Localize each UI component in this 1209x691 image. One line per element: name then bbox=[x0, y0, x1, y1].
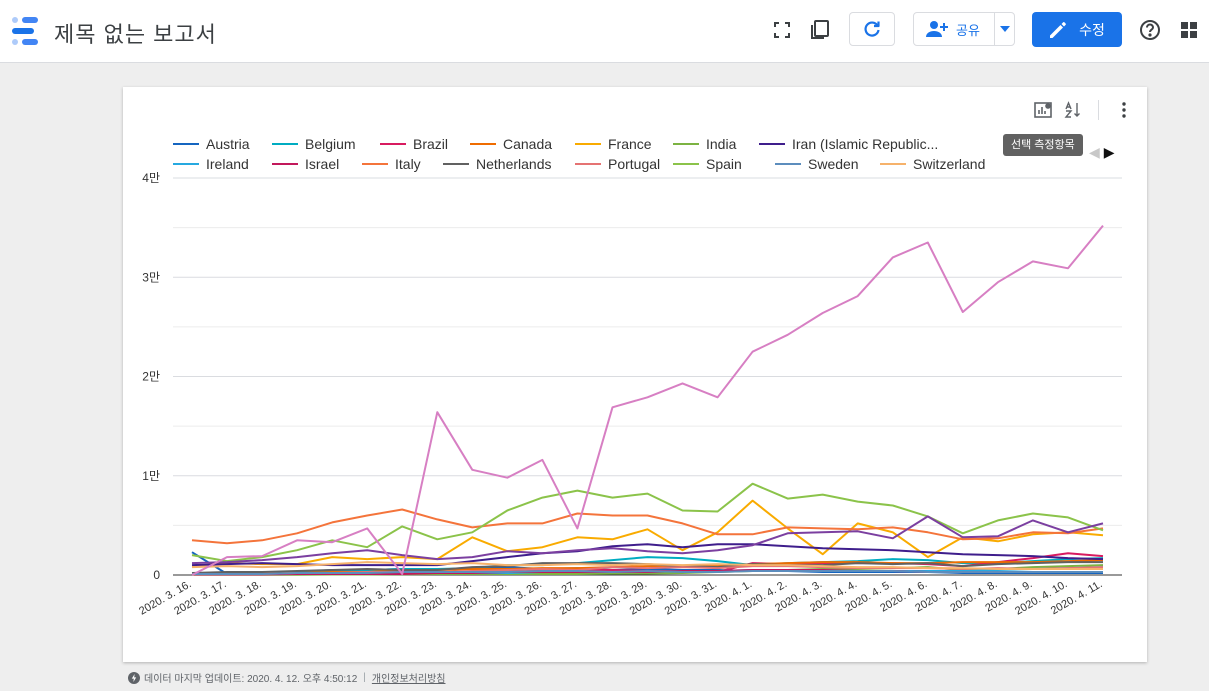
refresh-button[interactable] bbox=[849, 12, 895, 46]
legend-item[interactable]: Switzerland bbox=[880, 156, 985, 172]
legend-label: Switzerland bbox=[913, 156, 985, 172]
toolbar-divider bbox=[1098, 100, 1099, 120]
sort-button[interactable] bbox=[1060, 97, 1086, 123]
data-studio-logo-icon[interactable] bbox=[10, 16, 40, 46]
legend-label: Ireland bbox=[206, 156, 249, 172]
legend-item[interactable]: Netherlands bbox=[443, 156, 552, 172]
y-tick-label: 3만 bbox=[142, 270, 160, 284]
chart-toolbar bbox=[1026, 97, 1137, 123]
legend-item[interactable]: Portugal bbox=[575, 156, 660, 172]
edit-button[interactable]: 수정 bbox=[1032, 12, 1122, 47]
chart-settings-icon bbox=[1034, 102, 1052, 118]
sort-az-icon bbox=[1064, 101, 1080, 118]
series-line[interactable] bbox=[191, 508, 1104, 545]
apps-button[interactable] bbox=[1173, 14, 1205, 46]
more-options-button[interactable] bbox=[1111, 97, 1137, 123]
refresh-icon bbox=[864, 21, 880, 37]
copy-icon bbox=[811, 20, 829, 39]
last-updated-text: 데이터 마지막 업데이트: 2020. 4. 12. 오후 4:50:12 bbox=[144, 674, 358, 685]
legend-label: Canada bbox=[503, 136, 552, 152]
legend-label: Spain bbox=[706, 156, 742, 172]
footer: 데이터 마지막 업데이트: 2020. 4. 12. 오후 4:50:12 | … bbox=[128, 670, 445, 685]
legend-item[interactable]: India bbox=[673, 136, 737, 152]
edit-label: 수정 bbox=[1079, 21, 1105, 38]
app-header: 제목 없는 보고서 공유 bbox=[0, 0, 1209, 63]
legend-label: Portugal bbox=[608, 156, 660, 172]
share-main-area[interactable]: 공유 bbox=[914, 13, 994, 45]
series-line[interactable] bbox=[192, 570, 1103, 575]
bolt-icon bbox=[128, 671, 140, 684]
legend-item[interactable]: Belgium bbox=[272, 136, 356, 152]
share-label: 공유 bbox=[956, 22, 980, 38]
y-tick-label: 0 bbox=[153, 568, 160, 582]
legend-label: Italy bbox=[395, 156, 421, 172]
y-tick-label: 1만 bbox=[142, 469, 160, 483]
more-vert-icon bbox=[1122, 102, 1126, 118]
metric-tooltip: 선택 측정항목 bbox=[1003, 134, 1083, 156]
legend-label: France bbox=[608, 136, 652, 152]
share-button[interactable]: 공유 bbox=[913, 12, 1015, 46]
series-line[interactable] bbox=[191, 543, 1104, 567]
series-line[interactable] bbox=[191, 515, 1104, 565]
pencil-icon bbox=[1050, 21, 1066, 38]
y-tick-label: 4만 bbox=[142, 171, 160, 185]
legend-item[interactable]: Italy bbox=[362, 156, 421, 172]
select-metric-button[interactable] bbox=[1030, 97, 1056, 123]
footer-divider: | bbox=[363, 672, 366, 683]
series-line[interactable] bbox=[191, 499, 1104, 568]
legend-item[interactable]: Iran (Islamic Republic... bbox=[759, 136, 938, 152]
legend-item[interactable]: Brazil bbox=[380, 136, 448, 152]
caret-down-icon bbox=[999, 26, 1010, 32]
privacy-policy-link[interactable]: 개인정보처리방침 bbox=[371, 674, 446, 685]
legend-item[interactable]: Ireland bbox=[173, 156, 249, 172]
add-person-icon bbox=[926, 21, 948, 37]
help-button[interactable] bbox=[1134, 14, 1166, 46]
legend-label: Belgium bbox=[305, 136, 356, 152]
report-title[interactable]: 제목 없는 보고서 bbox=[54, 22, 217, 47]
legend-item[interactable]: Israel bbox=[272, 156, 339, 172]
legend-label: Israel bbox=[305, 156, 339, 172]
fullscreen-button[interactable] bbox=[766, 14, 798, 46]
legend-label: Austria bbox=[206, 136, 250, 152]
legend-label: India bbox=[706, 136, 737, 152]
share-dropdown-button[interactable] bbox=[994, 13, 1014, 45]
grid-apps-icon bbox=[1181, 22, 1197, 38]
legend-item[interactable]: France bbox=[575, 136, 652, 152]
legend-prev-icon[interactable]: ◀ bbox=[1089, 144, 1100, 160]
copy-report-button[interactable] bbox=[804, 14, 836, 46]
legend-next-icon[interactable]: ▶ bbox=[1103, 144, 1115, 160]
y-tick-label: 2만 bbox=[142, 370, 160, 384]
series-line[interactable] bbox=[191, 224, 1104, 576]
legend-pagination: ◀ ▶ bbox=[1089, 144, 1115, 161]
help-icon bbox=[1140, 20, 1160, 40]
series-line[interactable] bbox=[191, 482, 1104, 563]
legend-item[interactable]: Spain bbox=[673, 156, 742, 172]
legend-label: Iran (Islamic Republic... bbox=[792, 136, 938, 152]
fullscreen-icon bbox=[774, 22, 790, 38]
legend-label: Netherlands bbox=[476, 156, 552, 172]
legend-item[interactable]: Sweden bbox=[775, 156, 859, 172]
legend-label: Brazil bbox=[413, 136, 448, 152]
legend-item[interactable]: Austria bbox=[173, 136, 250, 152]
legend-label: Sweden bbox=[808, 156, 859, 172]
legend-item[interactable]: Canada bbox=[470, 136, 552, 152]
series-line[interactable] bbox=[191, 561, 1103, 570]
